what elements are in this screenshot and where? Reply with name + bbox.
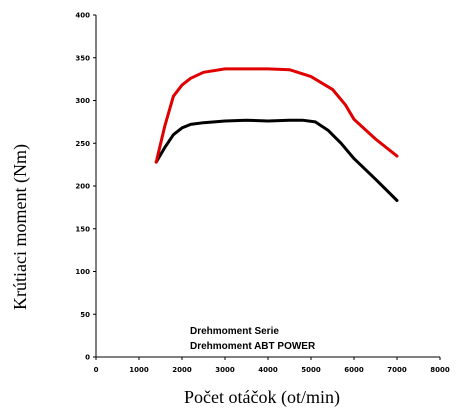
y-tick-label: 0 [85, 354, 90, 362]
x-tick-label: 4000 [258, 366, 278, 374]
series-line-abt-power [154, 67, 399, 164]
series-layer [154, 67, 399, 202]
y-tick-label: 100 [75, 268, 90, 276]
y-tick-label: 150 [75, 225, 90, 233]
y-ticks: 0 50 100 150 200 250 300 350 400 [75, 12, 96, 362]
x-tick-label: 5000 [301, 366, 321, 374]
y-tick-label: 250 [75, 140, 90, 148]
x-tick-label: 2000 [172, 366, 192, 374]
y-axis-title: Krútiaci moment (Nm) [10, 144, 31, 310]
x-tick-label: 3000 [215, 366, 235, 374]
x-tick-label: 0 [94, 366, 99, 374]
x-axis-title: Počet otáčok (ot/min) [184, 387, 340, 408]
x-ticks: 0 1000 2000 3000 4000 5000 6000 7000 8000 [94, 357, 450, 374]
x-tick-label: 1000 [129, 366, 149, 374]
y-tick-label: 400 [75, 12, 90, 20]
series-line-serie [154, 118, 399, 202]
legend-entry-abt-power: Drehmoment ABT POWER [190, 341, 316, 352]
y-tick-label: 300 [75, 97, 90, 105]
y-tick-label: 350 [75, 54, 90, 62]
y-tick-label: 200 [75, 183, 90, 191]
legend: Drehmoment Serie Drehmoment ABT POWER [190, 326, 316, 352]
y-tick-label: 50 [80, 311, 90, 319]
x-tick-label: 7000 [387, 366, 407, 374]
legend-entry-serie: Drehmoment Serie [190, 326, 279, 337]
x-tick-label: 6000 [344, 366, 364, 374]
x-tick-label: 8000 [430, 366, 450, 374]
axes [95, 15, 440, 358]
